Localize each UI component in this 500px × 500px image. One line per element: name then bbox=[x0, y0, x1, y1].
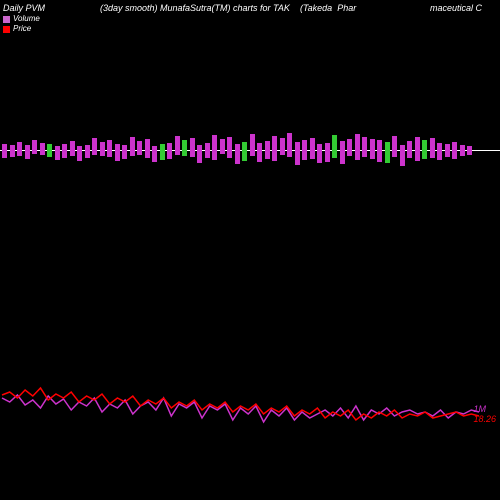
candle-bar bbox=[47, 144, 52, 157]
candle-bar bbox=[152, 146, 157, 162]
candle-bar bbox=[115, 144, 120, 161]
candle-bar bbox=[190, 138, 195, 157]
candle-bar bbox=[220, 139, 225, 154]
candle-bar bbox=[302, 140, 307, 160]
candle-bar bbox=[227, 137, 232, 158]
candle-bar bbox=[130, 137, 135, 156]
candle-bar bbox=[235, 144, 240, 164]
candle-bar bbox=[287, 133, 292, 157]
candle-bar bbox=[257, 143, 262, 162]
candle-bar bbox=[347, 139, 352, 156]
candle-bar bbox=[55, 146, 60, 160]
candle-bar bbox=[85, 145, 90, 158]
candle-bar bbox=[325, 143, 330, 162]
candle-bar bbox=[175, 136, 180, 155]
candle-bar bbox=[100, 142, 105, 156]
candle-bar bbox=[70, 141, 75, 156]
candle-bar bbox=[385, 142, 390, 163]
candle-bar bbox=[62, 144, 67, 158]
candle-bar bbox=[332, 135, 337, 158]
line-chart: 1M18.26 bbox=[0, 380, 500, 440]
candle-bar bbox=[205, 143, 210, 158]
candle-bar bbox=[437, 143, 442, 160]
candle-bar bbox=[362, 137, 367, 157]
candle-bar bbox=[242, 142, 247, 161]
candle-bar bbox=[317, 144, 322, 163]
price_line bbox=[2, 388, 479, 420]
candle-bar bbox=[167, 143, 172, 159]
candle-bar bbox=[460, 145, 465, 156]
legend-label: Volume bbox=[13, 14, 40, 24]
line-value-label: 1M bbox=[473, 404, 496, 414]
legend-swatch bbox=[3, 16, 10, 23]
header-segment: maceutical C bbox=[430, 3, 482, 13]
candle-bar bbox=[265, 141, 270, 159]
candle-bar bbox=[182, 140, 187, 156]
candle-bar bbox=[160, 144, 165, 160]
candle-bar bbox=[77, 146, 82, 161]
candle-bar bbox=[92, 138, 97, 155]
candle-bar bbox=[467, 146, 472, 155]
legend-row: Price bbox=[3, 24, 40, 34]
candle-bar bbox=[25, 145, 30, 159]
candle-bar bbox=[445, 144, 450, 157]
candle-bar bbox=[407, 141, 412, 158]
candle-bar bbox=[400, 145, 405, 166]
candle-bar bbox=[40, 143, 45, 155]
legend-label: Price bbox=[13, 24, 31, 34]
candle-bar bbox=[32, 140, 37, 154]
candle-bar bbox=[107, 140, 112, 157]
candle-bar bbox=[355, 134, 360, 160]
candle-bar bbox=[340, 141, 345, 164]
candle-bar bbox=[452, 142, 457, 159]
candle-bar bbox=[295, 142, 300, 165]
chart-legend: VolumePrice bbox=[3, 14, 40, 34]
candle-bar bbox=[422, 140, 427, 159]
candle-bar bbox=[310, 138, 315, 159]
candle-bar bbox=[377, 140, 382, 162]
line-labels: 1M18.26 bbox=[473, 404, 496, 424]
candle-bar bbox=[145, 139, 150, 158]
candle-bar bbox=[212, 135, 217, 160]
candle-bar bbox=[280, 138, 285, 155]
candle-bar bbox=[370, 139, 375, 159]
line-chart-svg bbox=[0, 380, 500, 440]
legend-swatch bbox=[3, 26, 10, 33]
candle-bar bbox=[272, 136, 277, 161]
candle-chart bbox=[0, 120, 500, 180]
candle-bar bbox=[17, 142, 22, 156]
chart-header: Daily PVM (3day smooth) MunafaSutra(TM) c… bbox=[0, 3, 500, 15]
header-segment: (Takeda Phar bbox=[300, 3, 356, 13]
candle-bar bbox=[430, 138, 435, 158]
candle-bar bbox=[10, 145, 15, 157]
candle-bar bbox=[137, 141, 142, 155]
candle-bar bbox=[197, 145, 202, 163]
line-value-label: 18.26 bbox=[473, 414, 496, 424]
volume_line bbox=[2, 395, 479, 422]
legend-row: Volume bbox=[3, 14, 40, 24]
candle-bar bbox=[392, 136, 397, 157]
candle-bar bbox=[122, 145, 127, 159]
candle-bar bbox=[250, 134, 255, 156]
candle-bar bbox=[415, 137, 420, 161]
header-segment: (3day smooth) MunafaSutra(TM) charts for… bbox=[100, 3, 290, 13]
header-segment: Daily PVM bbox=[3, 3, 45, 13]
candle-bar bbox=[2, 144, 7, 158]
